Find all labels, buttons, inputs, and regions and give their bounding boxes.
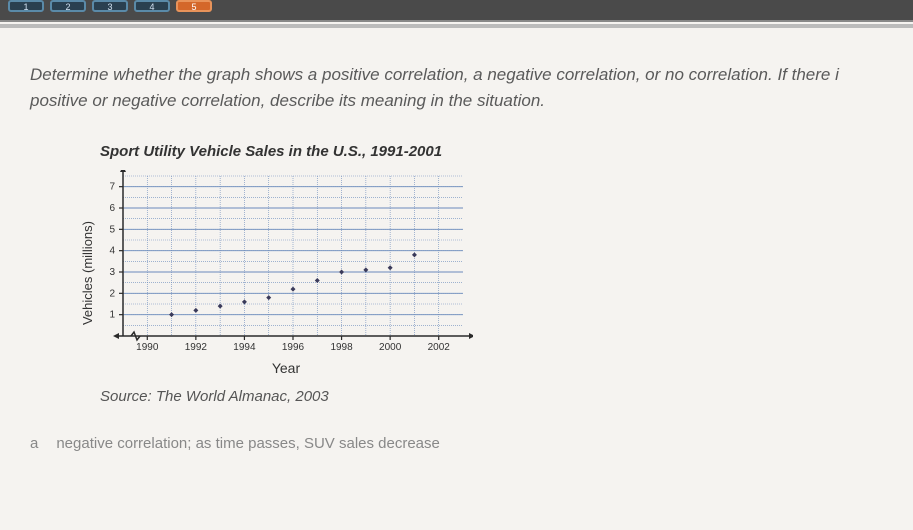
data-point	[315, 278, 320, 283]
y-tick-label: 7	[109, 182, 115, 193]
data-point	[218, 304, 223, 309]
nav-tab-3[interactable]: 3	[92, 0, 128, 12]
data-point	[266, 295, 271, 300]
y-tick-label: 5	[109, 224, 115, 235]
y-tick-label: 6	[109, 203, 115, 214]
y-tick-label: 2	[109, 288, 115, 299]
data-point	[339, 270, 344, 275]
question-line1: Determine whether the graph shows a posi…	[30, 65, 839, 84]
x-tick-label: 2000	[379, 342, 402, 353]
nav-tab-4[interactable]: 4	[134, 0, 170, 12]
plot-column: 1 2 3 4 5 6 7 1990 1992 1994 1996 1998 2000 2002 Year	[99, 170, 473, 376]
chart-source: Source: The World Almanac, 2003	[100, 388, 883, 405]
x-tick-label: 1998	[330, 342, 353, 353]
y-axis-label: Vehicles (millions)	[80, 221, 95, 325]
data-point	[388, 265, 393, 270]
x-tick-label: 1992	[185, 342, 208, 353]
data-point	[242, 299, 247, 304]
answer-letter: a	[30, 435, 38, 452]
x-tick-label: 1990	[136, 342, 159, 353]
answer-row: a negative correlation; as time passes, …	[30, 435, 883, 452]
y-tick-label: 3	[109, 267, 115, 278]
chart-title: Sport Utility Vehicle Sales in the U.S.,…	[100, 143, 883, 160]
nav-tab-2[interactable]: 2	[50, 0, 86, 12]
x-axis-arrow	[469, 333, 473, 339]
x-tick-label: 1994	[233, 342, 256, 353]
nav-tab-1[interactable]: 1	[8, 0, 44, 12]
data-point	[169, 312, 174, 317]
chart-wrapper: Vehicles (millions) 12345671990199219941…	[80, 170, 883, 376]
question-text: Determine whether the graph shows a posi…	[30, 62, 883, 113]
chart-region: Sport Utility Vehicle Sales in the U.S.,…	[80, 143, 883, 405]
nav-tabs-row: 12345	[0, 0, 913, 12]
data-point	[193, 308, 198, 313]
y-tick-label: 4	[109, 246, 115, 257]
x-axis-arrow-left	[113, 333, 119, 339]
scatter-chart: 1 2 3 4 5 6 7 1990 1992 1994 1996 1998 2000 2002	[99, 170, 473, 358]
x-tick-label: 2002	[428, 342, 451, 353]
content-frame: Determine whether the graph shows a posi…	[0, 20, 913, 530]
x-axis-label: Year	[99, 360, 473, 376]
question-line2: positive or negative correlation, descri…	[30, 91, 545, 110]
data-point	[412, 252, 417, 257]
x-tick-label: 1996	[282, 342, 305, 353]
answer-text: negative correlation; as time passes, SU…	[56, 435, 440, 452]
y-tick-label: 1	[109, 310, 115, 321]
y-axis-arrow	[120, 170, 126, 172]
nav-tab-5[interactable]: 5	[176, 0, 212, 12]
data-point	[291, 287, 296, 292]
